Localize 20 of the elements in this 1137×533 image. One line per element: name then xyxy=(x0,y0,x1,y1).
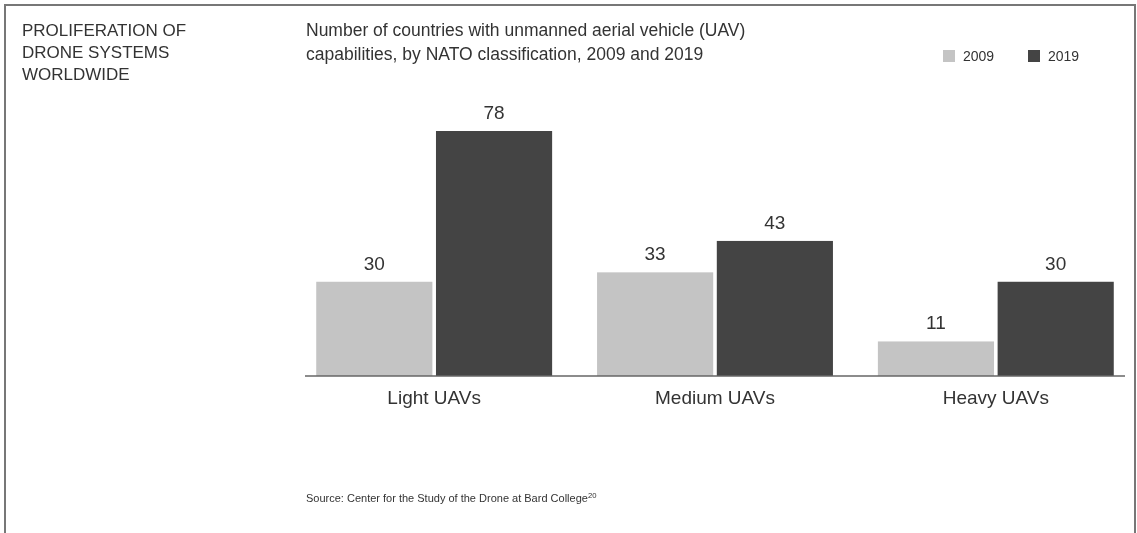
data-label: 43 xyxy=(764,211,786,233)
bar xyxy=(997,281,1114,376)
data-label: 30 xyxy=(363,252,385,274)
data-label: 30 xyxy=(1045,252,1067,274)
chart-subtitle: Number of countries with unmanned aerial vehicle (UAV) capabilities, by NATO classification, 2009 and 2019 xyxy=(306,20,746,64)
data-label: 11 xyxy=(926,312,946,334)
text: PROLIFERATION OF DRONE SYSTEMS WORLDWIDE xyxy=(22,21,187,84)
bar xyxy=(435,131,553,376)
data-label: 33 xyxy=(644,243,666,265)
bar xyxy=(597,272,714,376)
x-tick-label: Heavy UAVs xyxy=(942,387,1049,408)
bar xyxy=(316,281,433,376)
source-note: Source: Center for the Study of the Drone at Bard College$^{20}$ xyxy=(306,490,597,504)
data-label: 78 xyxy=(483,102,505,123)
legend-label: 2009 xyxy=(963,48,995,64)
bar xyxy=(877,341,995,376)
x-tick-label: Medium UAVs xyxy=(654,387,776,408)
bar xyxy=(716,240,833,376)
legend-label: 2019 xyxy=(1048,48,1080,64)
x-tick-label: Light UAVs xyxy=(387,387,481,408)
